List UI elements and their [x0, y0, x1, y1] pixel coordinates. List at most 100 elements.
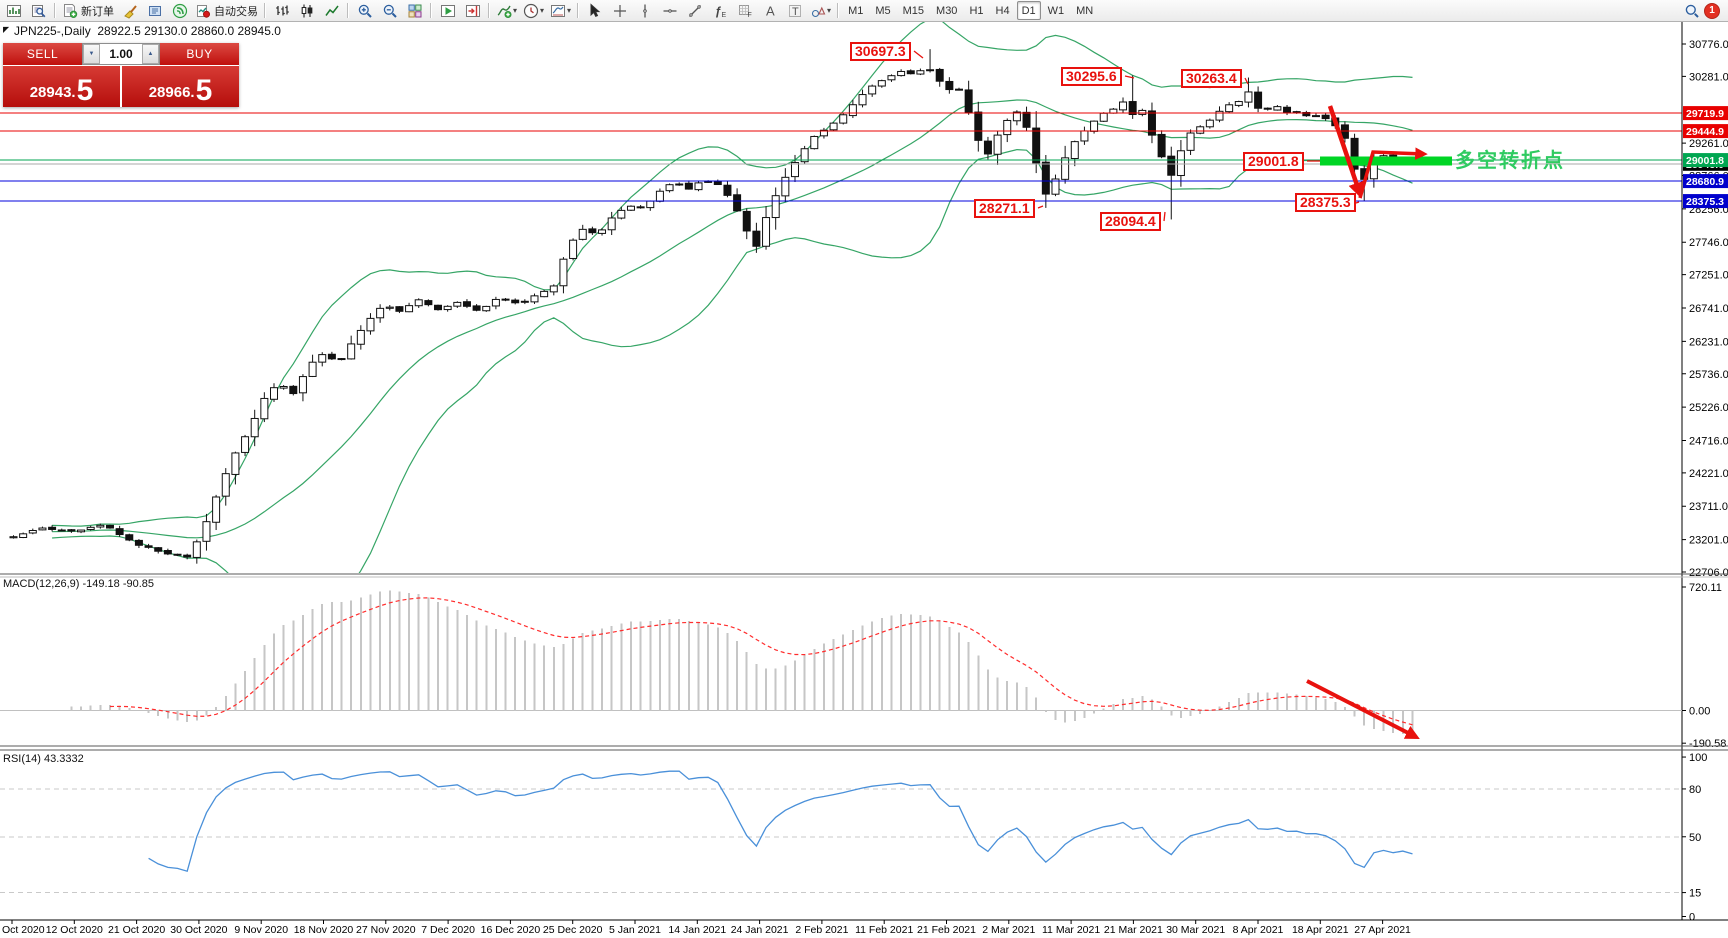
volume-increase-button[interactable]: ▲	[142, 44, 159, 64]
svg-text:27 Apr 2021: 27 Apr 2021	[1354, 924, 1411, 936]
svg-text:50: 50	[1689, 832, 1701, 844]
autoscroll-icon	[440, 3, 456, 19]
price-annotation-28375-3[interactable]: 28375.3	[1295, 193, 1356, 212]
svg-text:12 Oct 2020: 12 Oct 2020	[46, 924, 103, 936]
template-icon[interactable]: ▾	[547, 0, 574, 21]
rsi-indicator-label: RSI(14) 43.3332	[3, 753, 84, 765]
price-annotation-28094-4[interactable]: 28094.4	[1100, 212, 1161, 231]
timeframe-h4-button[interactable]: H4	[995, 4, 1010, 17]
timeframe-w1-button[interactable]: W1	[1047, 4, 1065, 17]
shift-icon	[465, 3, 481, 19]
autotrading-button[interactable]: 自动交易	[192, 0, 261, 21]
price-annotation-30263-4[interactable]: 30263.4	[1181, 69, 1242, 88]
tile-icon[interactable]	[402, 0, 427, 21]
autoscroll-icon[interactable]	[435, 0, 460, 21]
vline-icon	[637, 3, 653, 19]
buy-button[interactable]: BUY	[160, 43, 239, 65]
linechart-icon[interactable]	[319, 0, 344, 21]
hline-icon[interactable]	[657, 0, 682, 21]
svg-text:7 Dec 2020: 7 Dec 2020	[421, 924, 475, 936]
new-order-button[interactable]: 新订单	[59, 0, 117, 21]
shift-icon[interactable]	[460, 0, 485, 21]
timeframe-d1-button[interactable]: D1	[1016, 1, 1041, 20]
rsi-pane	[0, 770, 1682, 894]
indicators-icon[interactable]: ▾	[493, 0, 520, 21]
turning-point-text[interactable]: 多空转折点	[1455, 150, 1565, 172]
price-annotation-30295-6[interactable]: 30295.6	[1061, 67, 1122, 86]
trend-arrow[interactable]	[1306, 679, 1420, 739]
price-annotation-29001-8[interactable]: 29001.8	[1243, 152, 1304, 171]
tline-icon[interactable]	[682, 0, 707, 21]
volume-input[interactable]: 1.00	[109, 47, 133, 61]
timeframe-m5-button[interactable]: M5	[875, 4, 891, 17]
bars-icon[interactable]	[269, 0, 294, 21]
price-axis[interactable]: 30776.030281.029261.028766.028256.027746…	[1681, 22, 1728, 924]
gridf-icon[interactable]: F	[732, 0, 757, 21]
price-annotation-28271-1[interactable]: 28271.1	[974, 199, 1035, 218]
svg-text:2 Feb 2021: 2 Feb 2021	[795, 924, 848, 936]
timeframe-h1-button[interactable]: H1	[969, 4, 984, 17]
chart-window-icon[interactable]	[1, 0, 26, 21]
toolbar-separator	[430, 3, 432, 18]
svg-text:25736.0: 25736.0	[1689, 369, 1728, 381]
template-icon	[550, 3, 566, 19]
vline-icon[interactable]	[632, 0, 657, 21]
bid-price-panel[interactable]: 28943. 5	[3, 66, 120, 107]
crosshair-icon[interactable]	[607, 0, 632, 21]
time-axis[interactable]: Oct 2020 12 Oct 2020 21 Oct 2020 30 Oct 202…	[2, 920, 1411, 936]
text-a-icon[interactable]: A	[757, 0, 782, 21]
svg-text:30 Mar 2021: 30 Mar 2021	[1166, 924, 1225, 936]
sell-button[interactable]: SELL	[3, 43, 82, 65]
trend-arrow[interactable]	[1358, 147, 1428, 199]
trend-arrow[interactable]	[1327, 105, 1365, 199]
svg-text:29001.8: 29001.8	[1686, 155, 1724, 167]
pane-separators[interactable]	[0, 573, 1728, 921]
svg-text:21 Oct 2020: 21 Oct 2020	[108, 924, 165, 936]
zoom-out-icon	[382, 3, 398, 19]
timeframe-m30-button[interactable]: M30	[936, 4, 958, 17]
candles-icon	[299, 3, 315, 19]
dropdown-caret-icon[interactable]: ▾	[513, 6, 518, 15]
svg-text:0.00: 0.00	[1689, 706, 1710, 718]
svg-text:80: 80	[1689, 784, 1701, 796]
ohlc-values: 28922.5 29130.0 28860.0 28945.0	[97, 24, 281, 38]
ask-price-panel[interactable]: 28966. 5	[122, 66, 239, 107]
svg-text:28375.3: 28375.3	[1686, 196, 1724, 208]
signal-icon	[172, 3, 188, 19]
cleanup-icon[interactable]	[117, 0, 142, 21]
timeframe-m1-button[interactable]: M1	[848, 4, 864, 17]
chart-window-icon	[6, 3, 22, 19]
text-t-icon[interactable]: T	[782, 0, 807, 21]
cursor-icon[interactable]	[582, 0, 607, 21]
search-icon[interactable]	[1684, 3, 1700, 19]
indicators-icon	[496, 3, 512, 19]
zoom-out-icon[interactable]	[377, 0, 402, 21]
linechart-icon	[324, 3, 340, 19]
profile-zoom-icon[interactable]	[26, 0, 51, 21]
svg-text:27 Nov 2020: 27 Nov 2020	[356, 924, 416, 936]
dropdown-caret-icon[interactable]: ▾	[540, 6, 545, 15]
toolbar-separator	[577, 3, 580, 18]
timeframe-m15-button[interactable]: M15	[902, 4, 925, 17]
svg-text:21 Mar 2021: 21 Mar 2021	[1104, 924, 1163, 936]
turning-point-zone[interactable]	[1320, 156, 1452, 166]
zoom-in-icon[interactable]	[352, 0, 377, 21]
dropdown-caret-icon[interactable]: ▾	[827, 6, 832, 15]
candles-icon[interactable]	[294, 0, 319, 21]
gridf-icon: F	[737, 3, 753, 19]
notification-badge[interactable]: 1	[1704, 2, 1720, 19]
volume-decrease-button[interactable]: ▼	[83, 44, 100, 64]
svg-text:26741.0: 26741.0	[1689, 303, 1728, 315]
clock-icon[interactable]: ▾	[520, 0, 547, 21]
price-annotation-30697-3[interactable]: 30697.3	[850, 42, 911, 61]
timeframe-mn-button[interactable]: MN	[1076, 4, 1094, 17]
svg-text:Oct 2020: Oct 2020	[2, 924, 45, 936]
shapes-icon[interactable]: ▾	[807, 0, 834, 21]
signal-icon[interactable]	[167, 0, 192, 21]
svg-text:5 Jan 2021: 5 Jan 2021	[609, 924, 661, 936]
depth-icon[interactable]	[142, 0, 167, 21]
shapes-icon	[810, 3, 826, 19]
dropdown-caret-icon[interactable]: ▾	[567, 6, 572, 15]
